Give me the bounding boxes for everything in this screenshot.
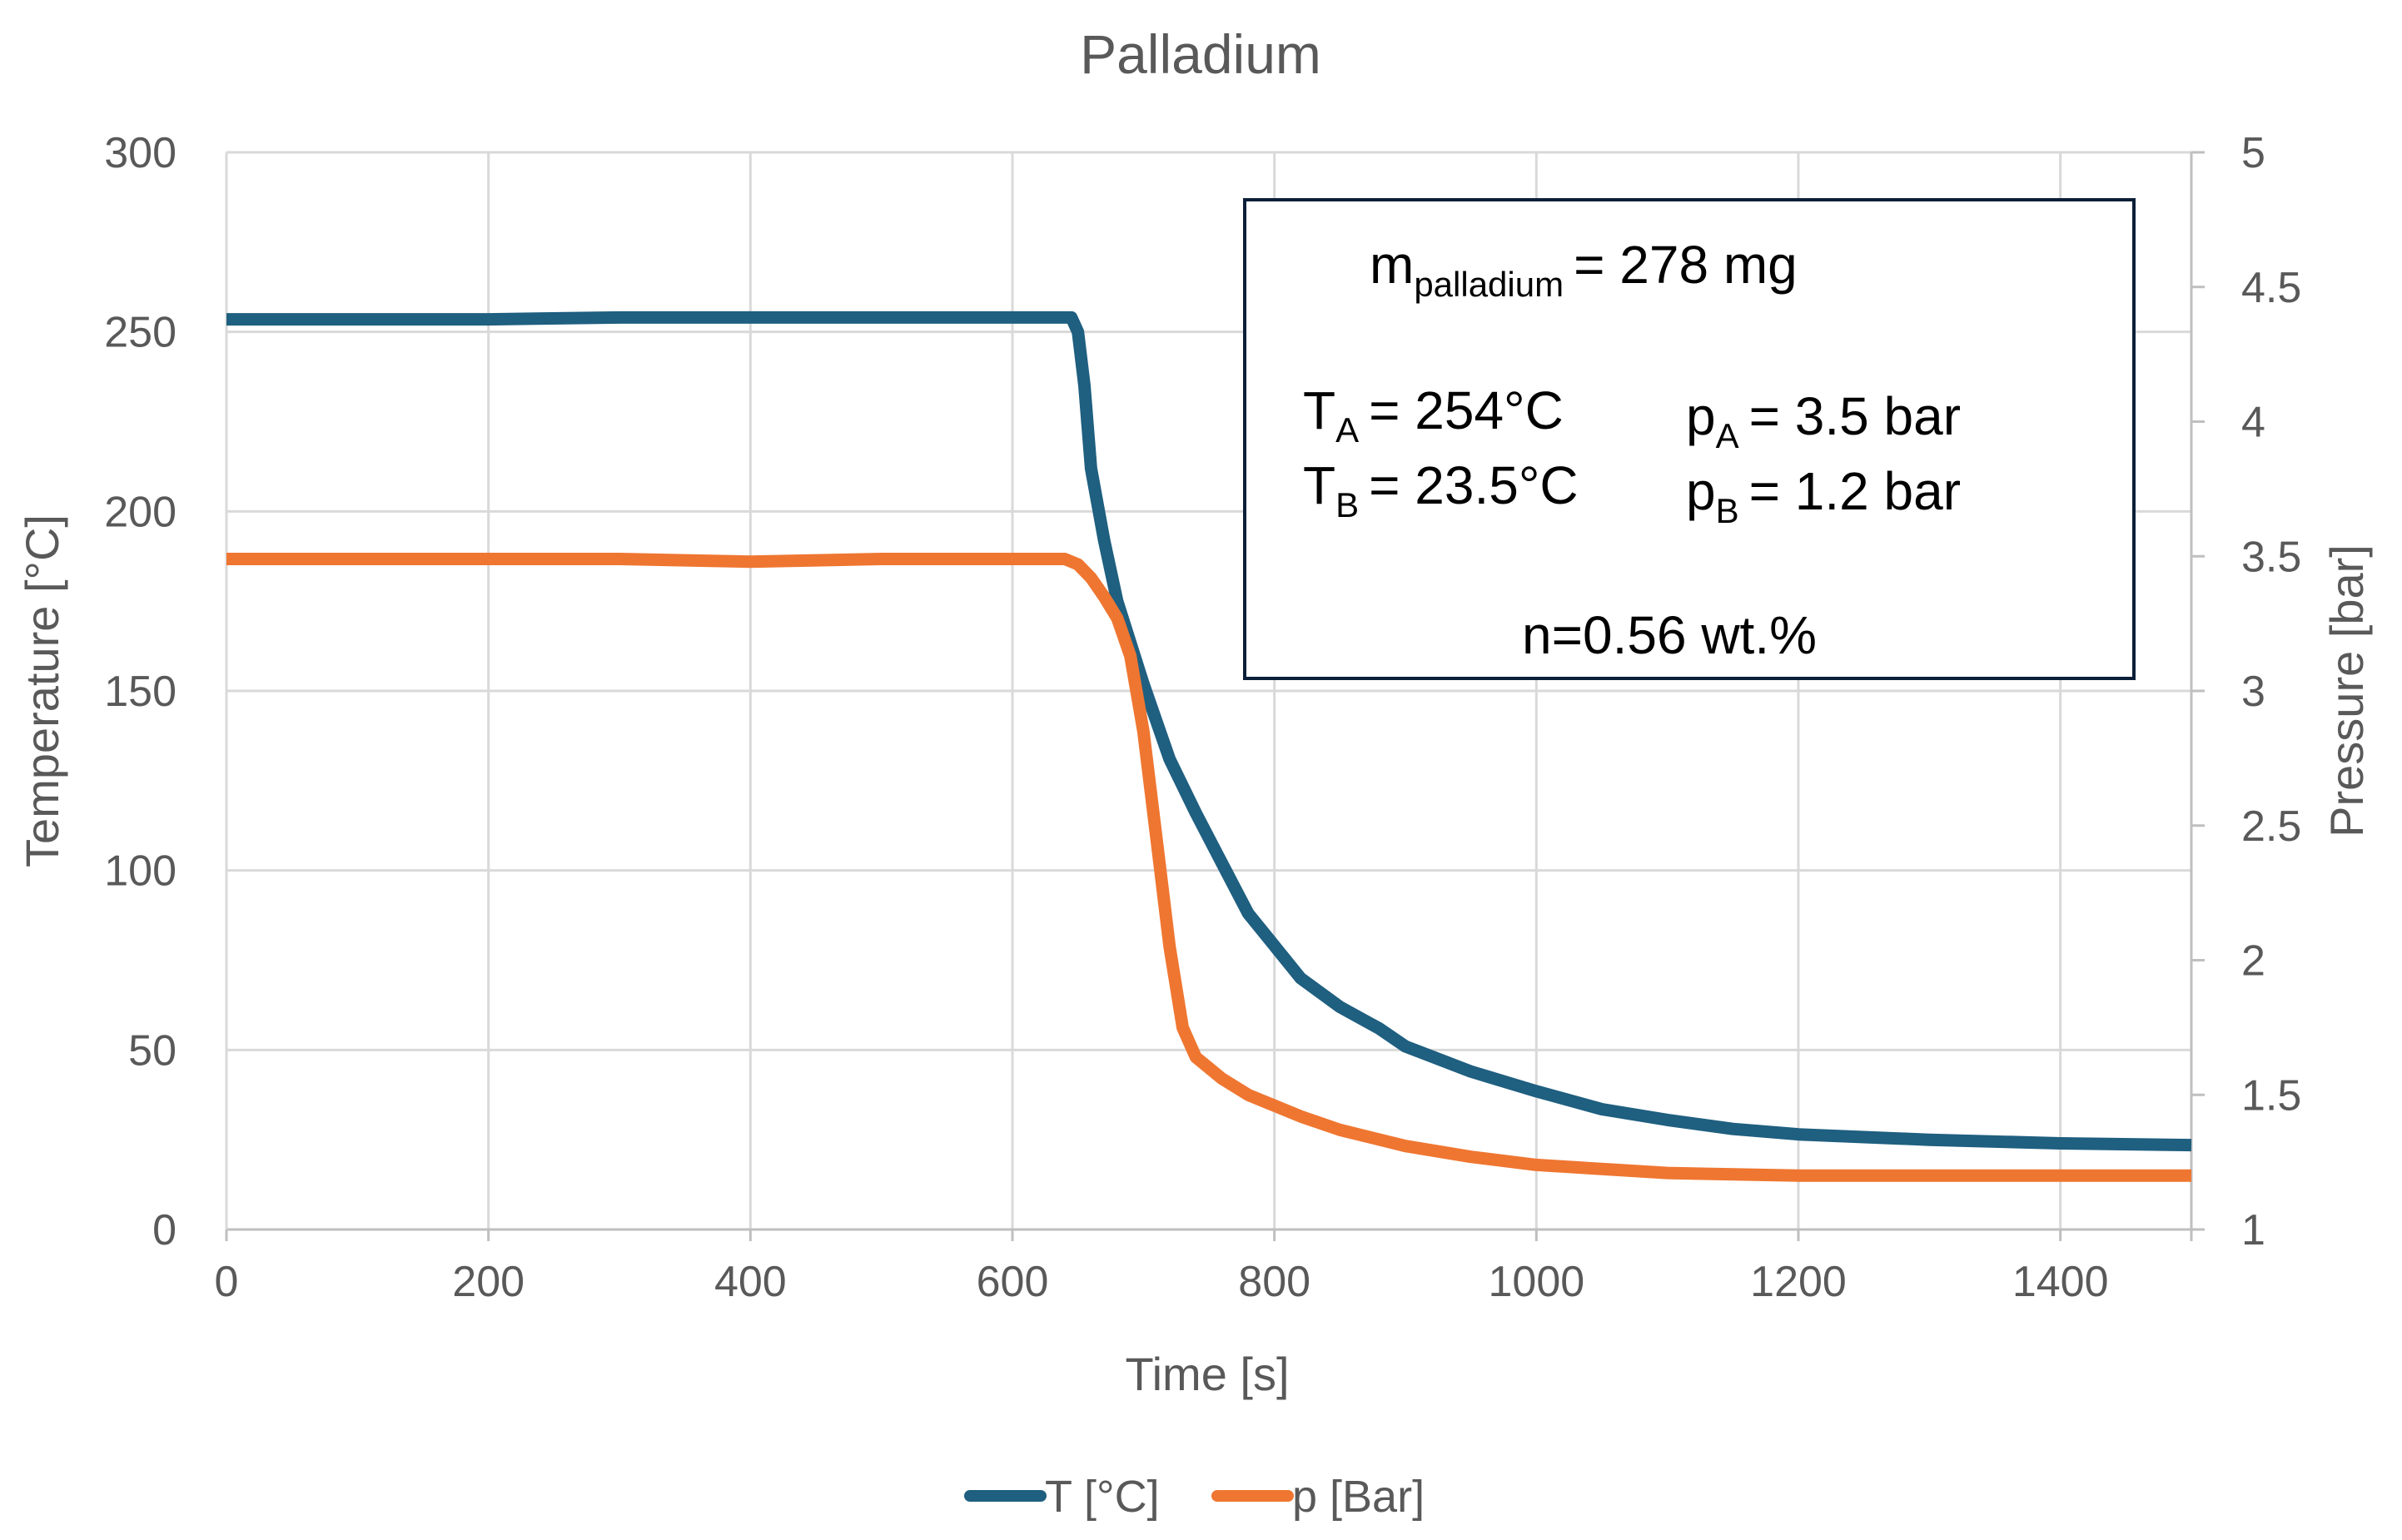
y2-tick-label: 3.5 <box>2241 533 2301 581</box>
x-tick-label: 1000 <box>1488 1258 1584 1306</box>
x-tick-label: 800 <box>1238 1258 1310 1306</box>
y-tick-label: 250 <box>104 309 177 357</box>
y-axis-label: Temperature [°C] <box>16 514 68 867</box>
x-tick-label: 600 <box>977 1258 1049 1306</box>
legend-label-pressure: p [Bar] <box>1292 1472 1425 1522</box>
y2-tick-label: 1.5 <box>2241 1071 2301 1120</box>
annotation-tb: TB = 23.5°C <box>1303 455 1579 524</box>
y-tick-label: 100 <box>104 847 177 896</box>
y2-tick-label: 2.5 <box>2241 802 2301 851</box>
y-tick-label: 0 <box>152 1206 177 1254</box>
x-tick-label: 1400 <box>2012 1258 2109 1306</box>
legend-label-temperature: T [°C] <box>1045 1472 1160 1522</box>
y2-tick-label: 4.5 <box>2241 264 2301 312</box>
series-line-pressure <box>226 553 2191 1182</box>
y2-axis-label: Pressure [bar] <box>2320 544 2373 837</box>
y2-tick-label: 1 <box>2241 1206 2265 1254</box>
annotation-box: mpalladium = 278 mg TA = 254°C TB = 23.5°C … <box>1243 198 2136 680</box>
y-tick-labels: 0 50 100 150 200 250 300 <box>104 129 177 1254</box>
x-tick-label: 1200 <box>1750 1258 1847 1306</box>
x-tick-label: 0 <box>215 1258 239 1306</box>
y-tick-label: 300 <box>104 129 177 177</box>
y2-tick-label: 2 <box>2241 937 2265 986</box>
x-tick-label: 200 <box>452 1258 525 1306</box>
legend: T [°C] p [Bar] <box>964 1472 1425 1522</box>
data-series <box>226 310 2192 1182</box>
y2-tick-labels: 1 1.5 2 2.5 3 3.5 4 4.5 5 <box>2241 129 2301 1254</box>
y2-tick-label: 5 <box>2241 129 2265 177</box>
annotation-frame <box>1243 198 2136 680</box>
x-axis-label: Time [s] <box>1125 1348 1289 1400</box>
annotation-pb: pB = 1.2 bar <box>1686 461 1961 530</box>
annotation-mass: mpalladium = 278 mg <box>1370 235 1798 304</box>
annotation-ta: TA = 254°C <box>1303 380 1564 450</box>
y-tick-label: 200 <box>104 488 177 536</box>
y-tick-label: 150 <box>104 668 177 716</box>
x-tick-labels: 0 200 400 600 800 1000 1200 1400 <box>215 1258 2109 1306</box>
series-line-temperature <box>226 310 2192 1152</box>
x-tick-label: 400 <box>714 1258 787 1306</box>
annotation-pa: pA = 3.5 bar <box>1686 386 1961 455</box>
y-tick-label: 50 <box>128 1026 177 1075</box>
annotation-n: n=0.56 wt.% <box>1522 605 1817 665</box>
y2-tick-label: 3 <box>2241 668 2265 716</box>
y2-tick-label: 4 <box>2241 399 2265 447</box>
chart-title: Palladium <box>1080 23 1321 85</box>
axes <box>225 151 2205 1241</box>
